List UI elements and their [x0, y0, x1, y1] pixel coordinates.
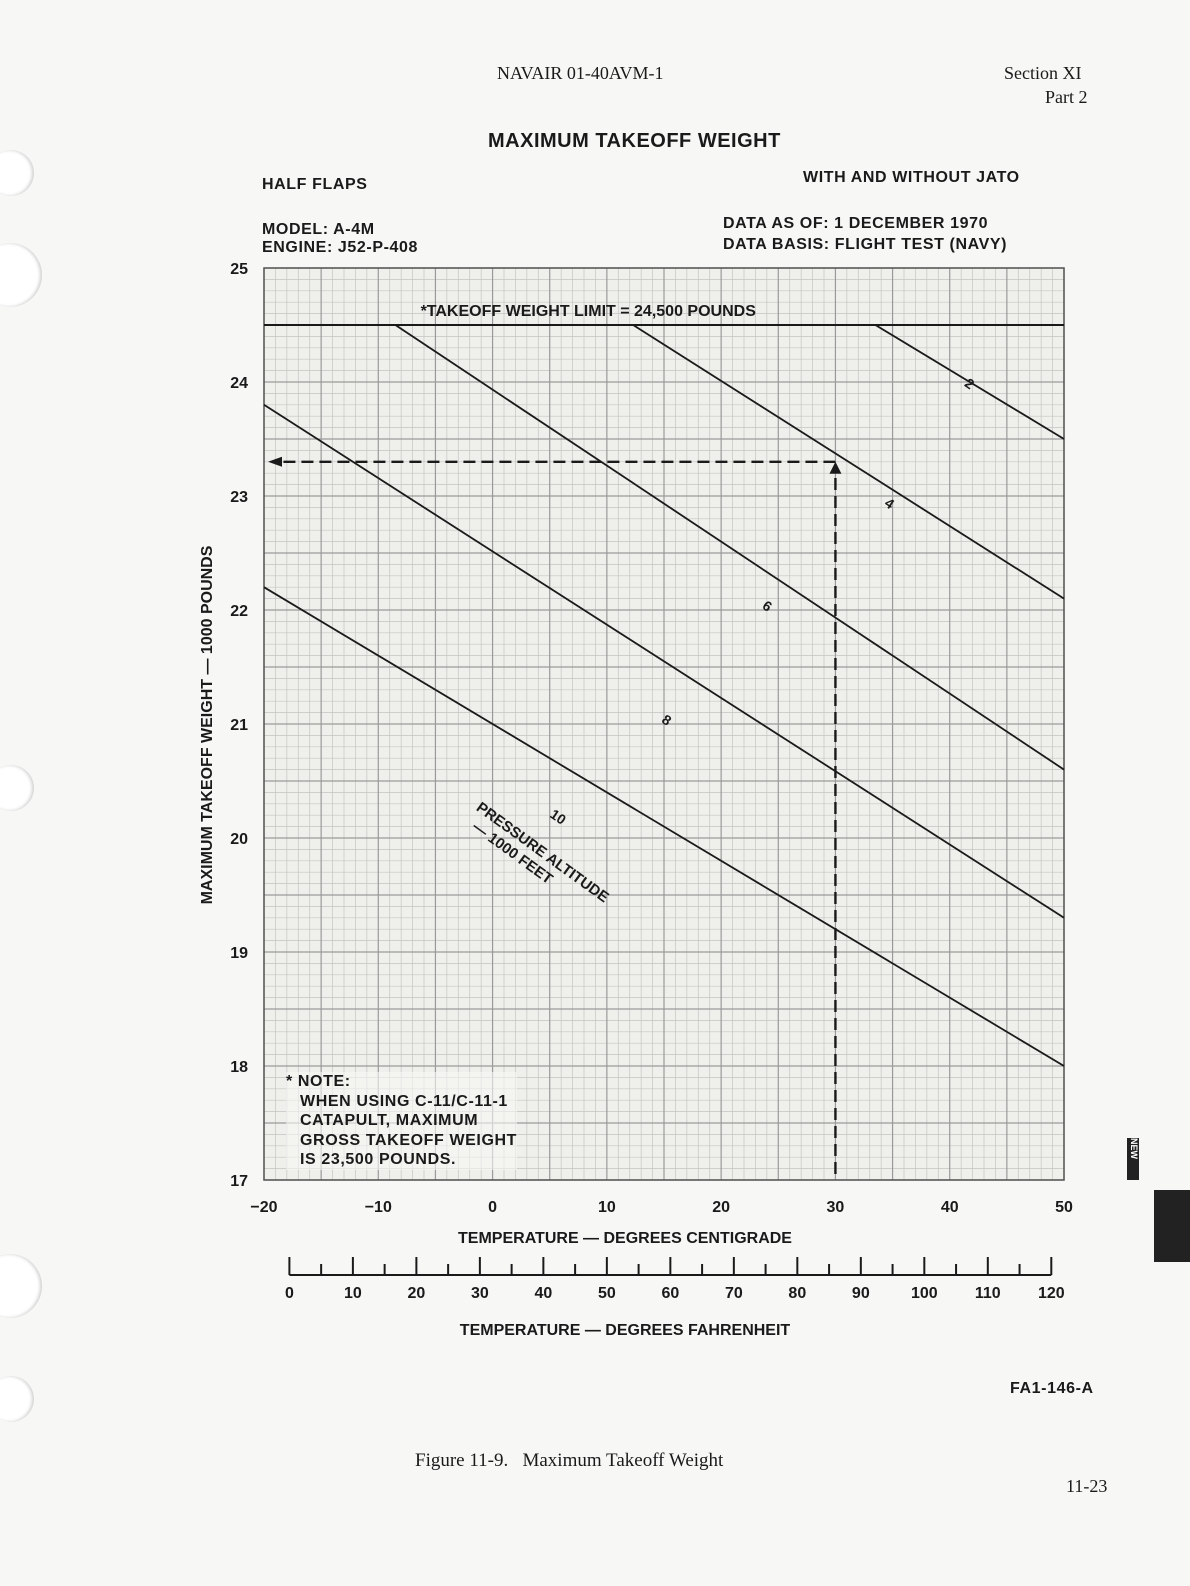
y-tick-label: 25: [230, 261, 248, 278]
fahrenheit-tick-label: 80: [788, 1285, 806, 1302]
new-tag: NEW: [1127, 1138, 1139, 1180]
plot-border: [263, 267, 1065, 1181]
figure-caption: Figure 11-9. Maximum Takeoff Weight: [415, 1450, 724, 1471]
x-tick-label: 10: [598, 1199, 616, 1216]
fahrenheit-tick-label: 60: [661, 1285, 679, 1302]
flaps-label: HALF FLAPS: [262, 176, 368, 193]
y-axis-label: MAXIMUM TAKEOFF WEIGHT — 1000 POUNDS: [199, 545, 216, 904]
part-label: Part 2: [1045, 87, 1088, 107]
section-label: Section XI: [1004, 63, 1082, 83]
engine-label: ENGINE: J52-P-408: [262, 239, 419, 256]
fahrenheit-tick-label: 90: [852, 1285, 870, 1302]
fahrenheit-tick-label: 110: [975, 1285, 1001, 1302]
y-tick-label: 22: [230, 603, 248, 620]
document-number: NAVAIR 01-40AVM-1: [497, 63, 664, 83]
series-line-6: [394, 324, 1065, 771]
series-line-2: [874, 324, 1065, 440]
x-tick-label: −20: [250, 1199, 277, 1216]
chart-title: MAXIMUM TAKEOFF WEIGHT: [488, 130, 781, 152]
fahrenheit-tick-label: 10: [344, 1285, 362, 1302]
y-tick-label: 18: [230, 1059, 248, 1076]
fahrenheit-tick-label: 30: [471, 1285, 489, 1302]
x-tick-label: 30: [827, 1199, 845, 1216]
series-line-8: [263, 404, 1065, 919]
data-basis: DATA BASIS: FLIGHT TEST (NAVY): [723, 236, 1008, 253]
x-tick-label: 0: [488, 1199, 497, 1216]
figure-id: FA1-146-A: [1010, 1380, 1094, 1397]
series-layer: [263, 324, 1065, 1174]
limit-line-label: *TAKEOFF WEIGHT LIMIT = 24,500 POUNDS: [421, 303, 757, 320]
page-number: 11-23: [1066, 1476, 1108, 1496]
y-tick-label: 21: [230, 717, 248, 734]
y-tick-label: 19: [230, 945, 248, 962]
y-tick-label: 23: [230, 489, 248, 506]
example-arrow-up: [829, 461, 842, 474]
note-line: CATAPULT, MAXIMUM: [300, 1112, 479, 1129]
fahrenheit-tick-label: 100: [911, 1285, 938, 1302]
note-line: IS 23,500 POUNDS.: [300, 1151, 457, 1168]
fahrenheit-tick-label: 50: [598, 1285, 616, 1302]
fahrenheit-tick-label: 70: [725, 1285, 743, 1302]
section-thumb-tab: [1154, 1190, 1190, 1262]
example-arrow-left: [268, 456, 282, 467]
y-tick-label: 20: [230, 831, 248, 848]
x-tick-label: 40: [941, 1199, 959, 1216]
y-tick-label: 24: [230, 375, 248, 392]
y-tick-label: 17: [230, 1173, 248, 1190]
fahrenheit-tick-label: 20: [407, 1285, 425, 1302]
fahrenheit-tick-label: 120: [1038, 1285, 1065, 1302]
series-line-10: [263, 586, 1065, 1067]
series-label-10: 10: [547, 806, 569, 828]
x-tick-label: 20: [712, 1199, 730, 1216]
x-tick-label: 50: [1055, 1199, 1073, 1216]
note-line: GROSS TAKEOFF WEIGHT: [300, 1131, 518, 1149]
note-line: * NOTE:: [286, 1073, 351, 1090]
data-as-of: DATA AS OF: 1 DECEMBER 1970: [723, 215, 989, 232]
x2-axis-label: TEMPERATURE — DEGREES FAHRENHEIT: [460, 1322, 791, 1339]
catapult-note: * NOTE: WHEN USING C-11/C-11-1 CATAPULT,…: [286, 1072, 518, 1170]
model-label: MODEL: A-4M: [262, 221, 375, 238]
x-axis-label: TEMPERATURE — DEGREES CENTIGRADE: [458, 1230, 792, 1247]
jato-label: WITH AND WITHOUT JATO: [803, 169, 1020, 186]
note-line: WHEN USING C-11/C-11-1: [300, 1092, 508, 1110]
series-line-4: [632, 324, 1065, 600]
fahrenheit-tick-label: 0: [285, 1285, 294, 1302]
fahrenheit-tick-label: 40: [534, 1285, 552, 1302]
x-tick-label: −10: [365, 1199, 392, 1216]
